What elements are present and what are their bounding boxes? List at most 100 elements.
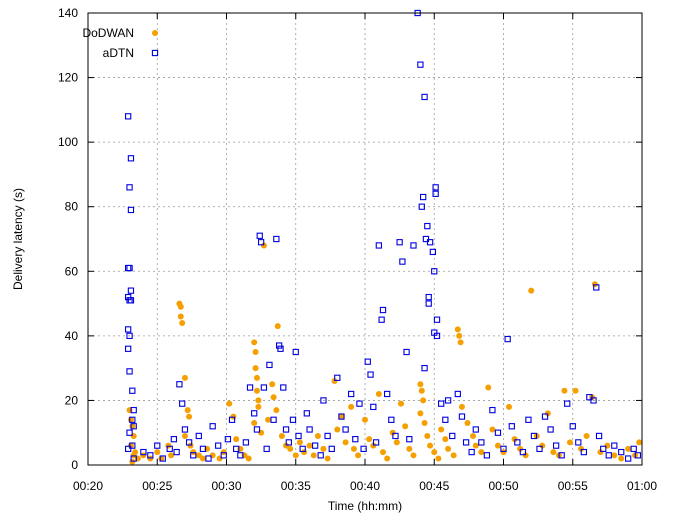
dodwan-point	[287, 445, 294, 452]
adtn-point	[541, 413, 549, 420]
dodwan-point	[296, 439, 303, 446]
dodwan-point	[591, 281, 598, 288]
adtn-point	[334, 374, 341, 381]
dodwan-point	[445, 445, 452, 452]
adtn-point	[130, 455, 137, 462]
adtn-point	[432, 190, 439, 197]
dodwan-point	[252, 349, 259, 355]
dodwan-point	[177, 303, 184, 310]
dodwan-point	[583, 432, 590, 439]
dodwan-point	[220, 449, 227, 456]
adtn-point	[126, 264, 133, 272]
dodwan-point	[506, 403, 513, 410]
adtn-point	[311, 442, 319, 449]
adtn-point	[324, 432, 331, 440]
adtn-point	[295, 432, 302, 440]
adtn-point	[352, 436, 359, 443]
dodwan-point	[366, 436, 373, 443]
adtn-point	[159, 455, 166, 462]
adtn-point	[275, 342, 283, 349]
adtn-point	[519, 448, 527, 456]
adtn-point	[289, 416, 297, 423]
adtn-point	[593, 284, 600, 291]
adtn-point	[125, 445, 132, 453]
x-tick-label: 00:20	[73, 479, 103, 493]
adtn-point	[140, 448, 147, 456]
adtn-point	[320, 397, 327, 404]
dodwan-point	[187, 442, 194, 449]
dodwan-point	[418, 387, 425, 394]
dodwan-point	[324, 455, 331, 462]
dodwan-point	[458, 403, 465, 410]
adtn-point	[237, 452, 244, 459]
adtn-point	[147, 452, 154, 459]
adtn-point	[392, 432, 399, 440]
dodwan-point	[417, 410, 424, 417]
adtn-point	[126, 368, 133, 375]
adtn-point	[508, 423, 515, 430]
adtn-point	[205, 455, 212, 462]
adtn-point	[422, 235, 430, 243]
x-tick-label: 00:40	[350, 479, 380, 493]
adtn-point	[433, 332, 441, 340]
dodwan-point	[420, 397, 427, 404]
adtn-point	[489, 406, 496, 414]
y-axis-label: Delivery latency (s)	[11, 188, 25, 290]
dodwan-point	[611, 452, 618, 459]
adtn-point	[126, 184, 133, 191]
dodwan-point	[310, 452, 317, 459]
dodwan-point	[398, 400, 405, 407]
adtn-point	[378, 316, 385, 323]
data-points	[125, 9, 643, 465]
adtn-point	[224, 436, 232, 443]
adtn-point	[266, 361, 273, 369]
dodwan-point	[314, 432, 321, 439]
series-dodwan	[126, 242, 643, 465]
adtn-point	[215, 442, 222, 449]
adtn-point	[190, 452, 197, 459]
dodwan-point	[165, 442, 172, 449]
x-tick-label: 00:25	[142, 479, 172, 493]
dodwan-point	[306, 442, 313, 449]
adtn-point	[624, 455, 632, 462]
dodwan-point	[154, 449, 161, 456]
x-tick-label: 00:30	[211, 479, 241, 493]
dodwan-point	[625, 445, 632, 452]
y-tick-label: 60	[65, 264, 79, 278]
dodwan-point	[230, 413, 237, 420]
dodwan-point	[342, 439, 349, 446]
y-tick-label: 80	[65, 200, 79, 214]
dodwan-point	[301, 449, 308, 456]
adtn-point	[478, 439, 485, 446]
adtn-point	[347, 390, 355, 398]
adtn-point	[126, 332, 133, 340]
adtn-point	[418, 203, 425, 210]
dodwan-point	[566, 439, 573, 446]
dodwan-point	[233, 436, 240, 443]
dodwan-point	[500, 449, 507, 456]
y-tick-label: 140	[58, 6, 78, 20]
adtn-point	[299, 445, 306, 453]
dodwan-point	[184, 407, 191, 414]
adtn-point	[547, 426, 554, 433]
x-tick-label: 00:35	[281, 479, 311, 493]
dodwan-point	[255, 397, 262, 404]
dodwan-point	[435, 455, 442, 462]
adtn-point	[251, 410, 258, 417]
dodwan-point	[252, 365, 259, 372]
dodwan-point	[195, 452, 202, 459]
adtn-point	[530, 432, 538, 440]
adtn-point	[421, 364, 428, 372]
dodwan-point	[578, 445, 585, 452]
adtn-point	[367, 371, 374, 378]
y-tick-label: 100	[58, 135, 78, 149]
x-tick-label: 00:50	[488, 479, 518, 493]
adtn-point	[317, 452, 324, 459]
adtn-point	[595, 432, 603, 440]
dodwan-point	[190, 449, 197, 456]
dodwan-point	[380, 449, 387, 456]
adtn-point	[410, 242, 417, 249]
adtn-point	[270, 416, 277, 423]
dodwan-point	[255, 403, 262, 410]
dodwan-point	[370, 442, 377, 449]
